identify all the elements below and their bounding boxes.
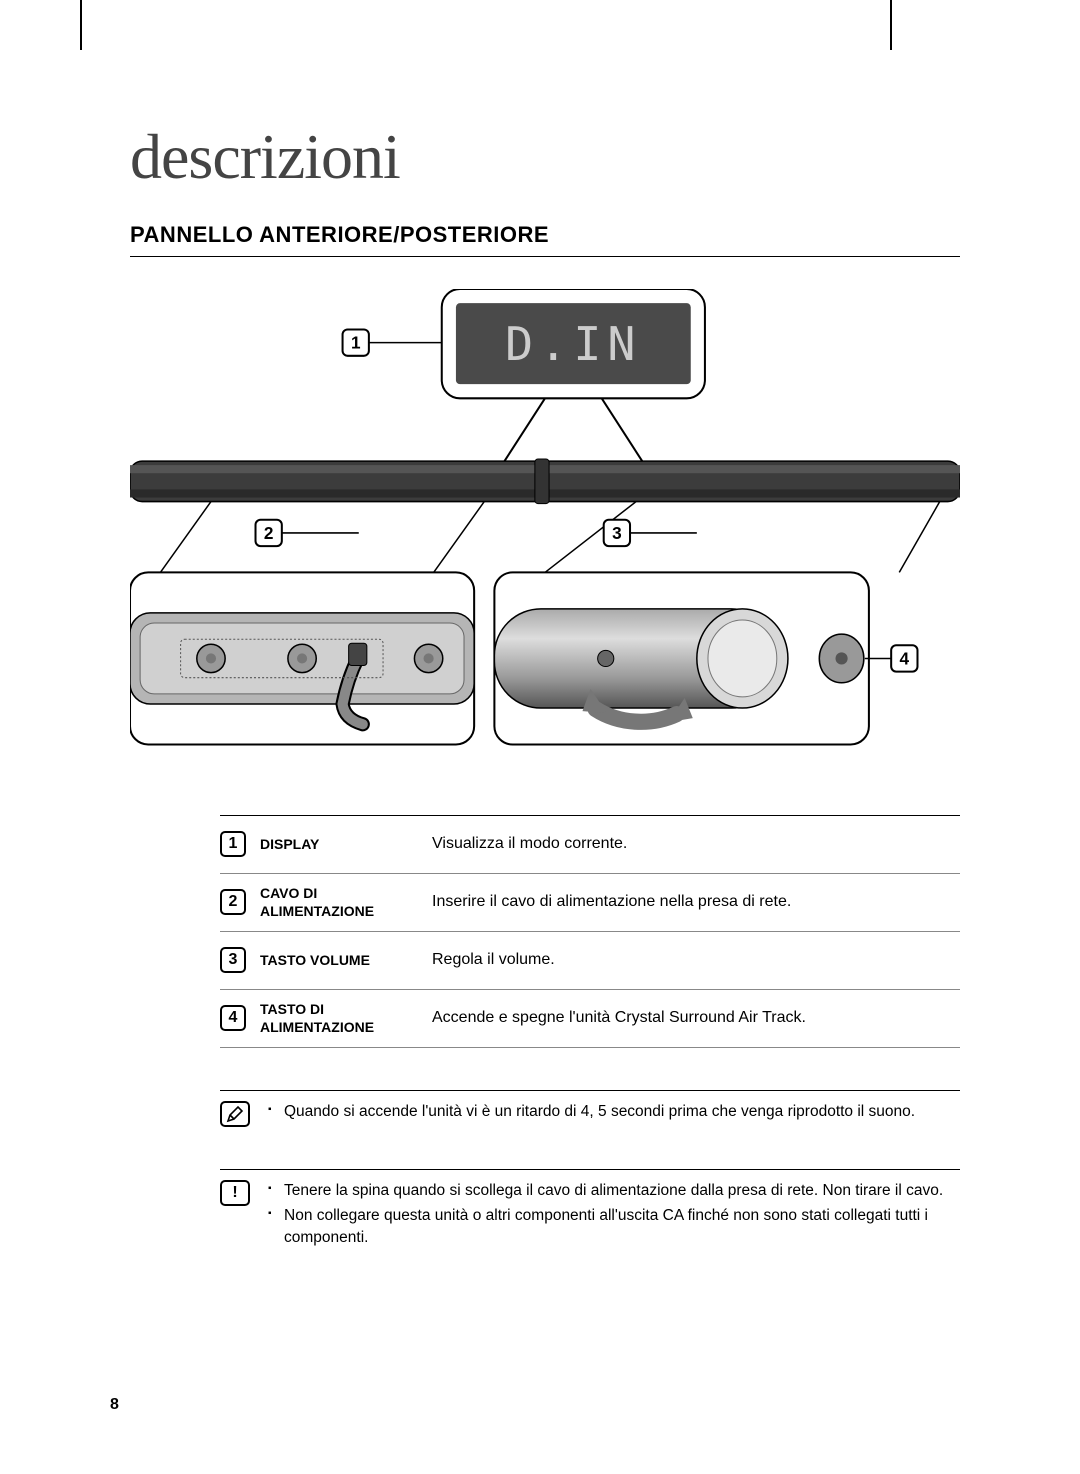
row-number: 3 <box>220 947 246 973</box>
row-number: 2 <box>220 889 246 915</box>
section-heading: PANNELLO ANTERIORE/POSTERIORE <box>130 222 960 257</box>
table-row: 1 DISPLAY Visualizza il modo corrente. <box>220 816 960 874</box>
row-desc: Visualizza il modo corrente. <box>432 834 627 855</box>
crop-mark <box>890 0 892 50</box>
callout-3: 3 <box>604 520 697 546</box>
svg-text:3: 3 <box>612 523 622 543</box>
note-item: Quando si accende l'unità vi è un ritard… <box>268 1101 915 1123</box>
display-readout: D.IN <box>505 317 641 371</box>
svg-text:4: 4 <box>900 649 910 669</box>
row-number: 4 <box>220 1005 246 1031</box>
row-label: CAVO DI ALIMENTAZIONE <box>260 884 432 920</box>
exclamation-icon: ! <box>220 1180 250 1206</box>
table-row: 2 CAVO DI ALIMENTAZIONE Inserire il cavo… <box>220 874 960 932</box>
svg-text:2: 2 <box>264 523 274 543</box>
component-table: 1 DISPLAY Visualizza il modo corrente. 2… <box>220 815 960 1048</box>
note-item: Non collegare questa unità o altri compo… <box>268 1205 960 1248</box>
callout-2: 2 <box>256 520 359 546</box>
note-item: Tenere la spina quando si scollega il ca… <box>268 1180 960 1202</box>
callout-4: 4 <box>865 645 918 671</box>
table-row: 4 TASTO DI ALIMENTAZIONE Accende e spegn… <box>220 990 960 1048</box>
row-number: 1 <box>220 831 246 857</box>
row-label: DISPLAY <box>260 835 432 853</box>
table-row: 3 TASTO VOLUME Regola il volume. <box>220 932 960 990</box>
page-number: 8 <box>110 1396 119 1414</box>
callout-1: 1 <box>343 329 442 355</box>
row-desc: Accende e spegne l'unità Crystal Surroun… <box>432 1008 806 1029</box>
detail-right <box>494 502 939 745</box>
main-title: descrizioni <box>130 120 960 194</box>
row-label: TASTO VOLUME <box>260 951 432 969</box>
note-caution: ! Tenere la spina quando si scollega il … <box>220 1169 960 1253</box>
svg-text:1: 1 <box>351 333 361 353</box>
page-content: descrizioni PANNELLO ANTERIORE/POSTERIOR… <box>0 0 1080 1253</box>
row-label: TASTO DI ALIMENTAZIONE <box>260 1000 432 1036</box>
row-desc: Inserire il cavo di alimentazione nella … <box>432 892 791 913</box>
panel-diagram: D.IN 1 <box>130 289 960 755</box>
note-tip: Quando si accende l'unità vi è un ritard… <box>220 1090 960 1127</box>
row-desc: Regola il volume. <box>432 950 555 971</box>
detail-left <box>130 502 484 745</box>
pencil-icon <box>220 1101 250 1127</box>
crop-mark <box>80 0 82 50</box>
